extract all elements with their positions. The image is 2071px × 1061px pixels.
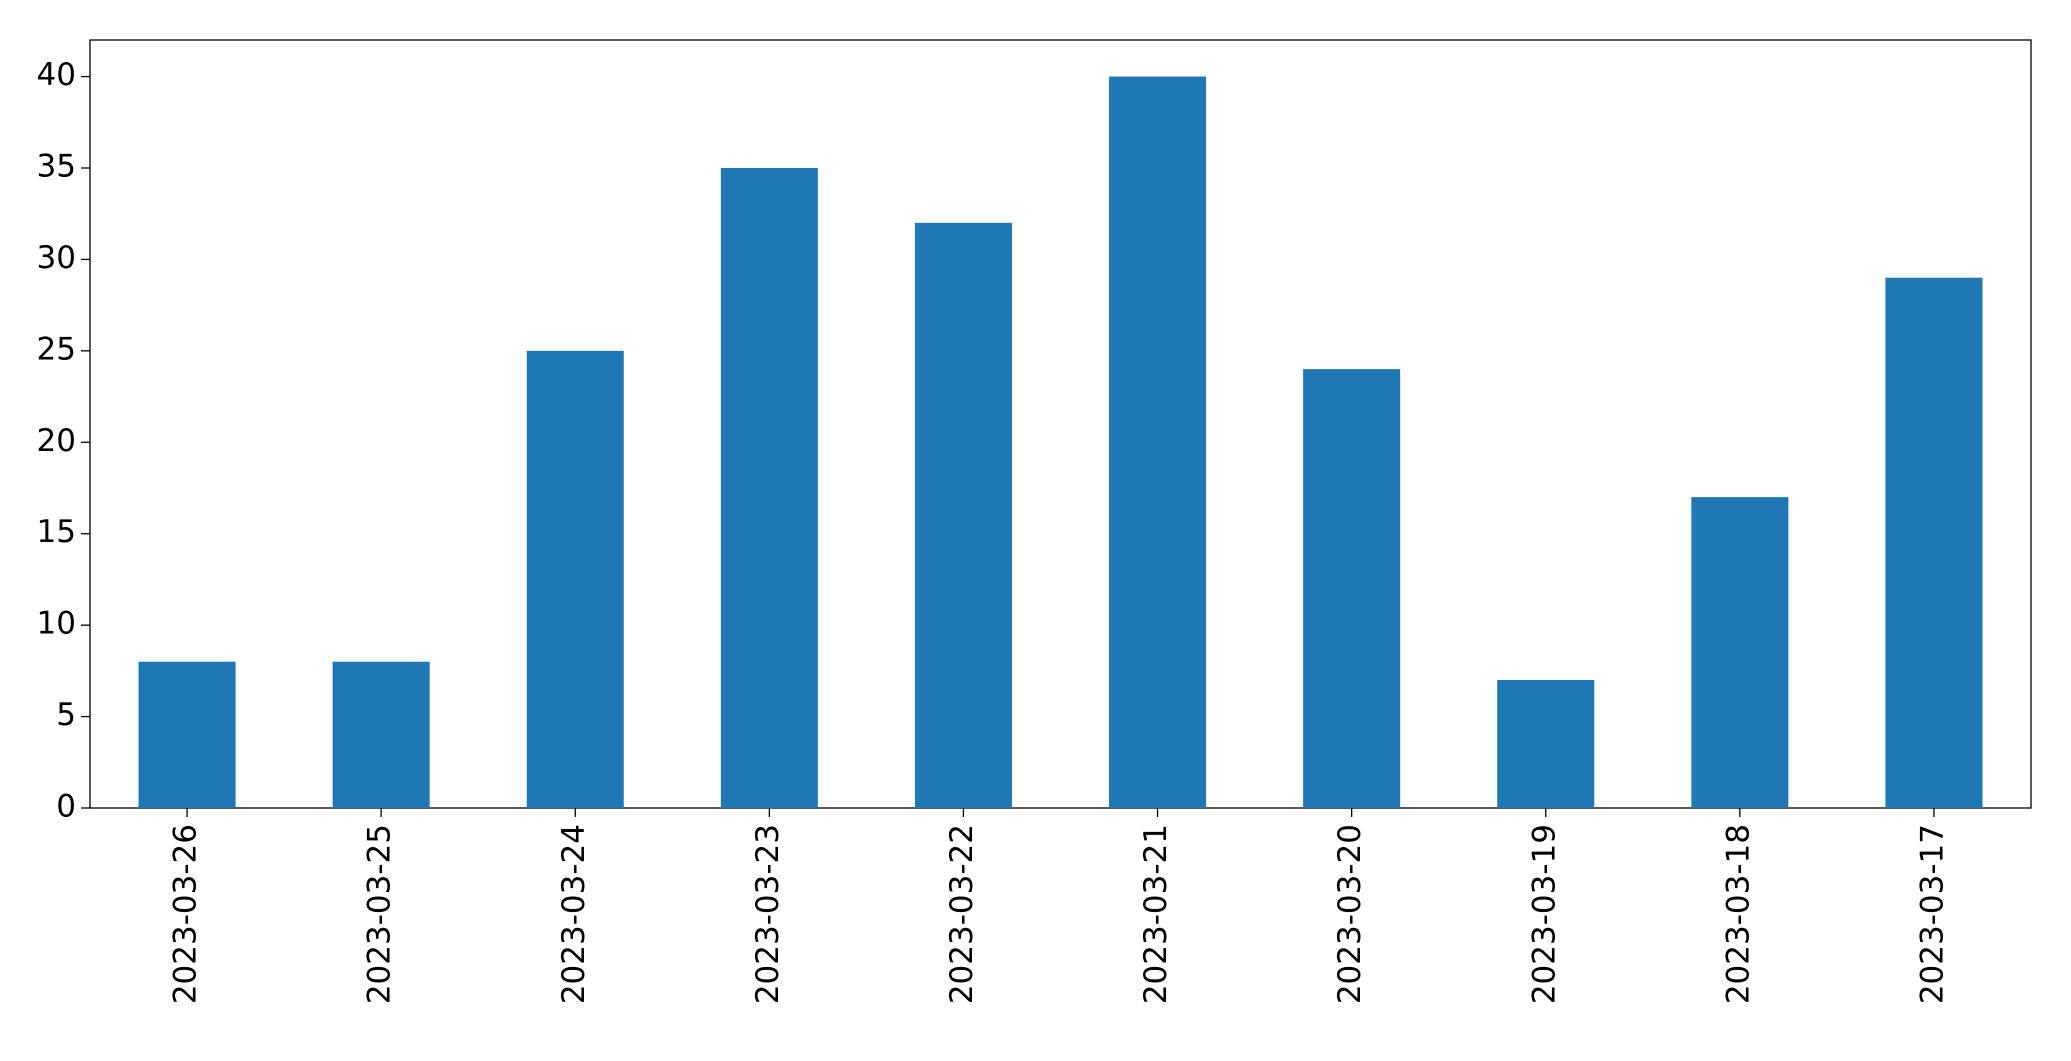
x-tick-label: 2023-03-17 [1914, 824, 1950, 1004]
bar [1691, 497, 1789, 808]
x-tick-label: 2023-03-25 [362, 824, 398, 1004]
x-tick-label: 2023-03-21 [1138, 824, 1174, 1004]
x-tick-label: 2023-03-23 [750, 824, 786, 1004]
y-tick-label: 30 [37, 240, 76, 276]
plot-frame [89, 39, 2032, 809]
y-tick-label: 0 [56, 789, 76, 825]
y-tick-label: 15 [37, 514, 76, 550]
x-tick-label: 2023-03-20 [1332, 824, 1368, 1004]
bar [1885, 277, 1983, 808]
bar [720, 168, 818, 808]
y-tick-label: 5 [56, 697, 76, 733]
bar [914, 222, 1012, 808]
bar [332, 661, 430, 808]
x-tick-label: 2023-03-22 [944, 824, 980, 1004]
y-tick-label: 20 [37, 423, 76, 459]
bar [1497, 680, 1595, 808]
y-tick-label: 40 [37, 57, 76, 93]
x-tick-label: 2023-03-24 [556, 824, 592, 1004]
bar [138, 661, 236, 808]
y-tick-label: 25 [37, 331, 76, 367]
bar [526, 350, 624, 808]
bar [1109, 76, 1207, 809]
y-tick-label: 10 [37, 606, 76, 642]
x-tick-label: 2023-03-26 [168, 824, 204, 1004]
y-tick-label: 35 [37, 149, 76, 185]
x-tick-label: 2023-03-18 [1720, 824, 1756, 1004]
bar [1303, 369, 1401, 808]
x-tick-label: 2023-03-19 [1526, 824, 1562, 1004]
